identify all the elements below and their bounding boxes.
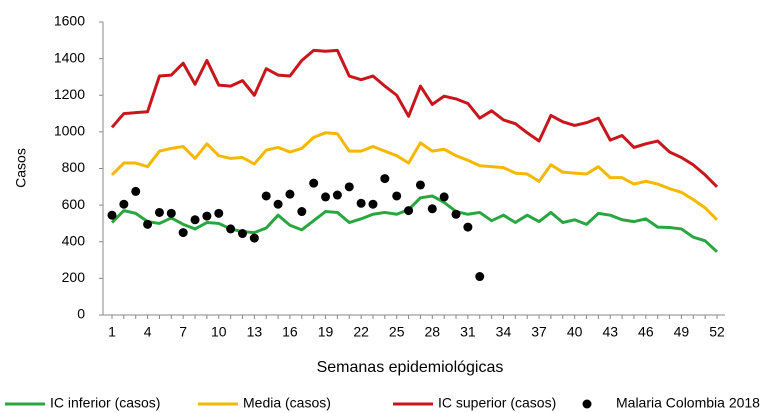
scatter-point [332,190,342,200]
scatter-point [297,207,307,217]
scatter-point [415,180,425,190]
y-tick-label: 1000 [54,123,85,139]
scatter-point [107,210,117,220]
x-tick-label: 22 [353,324,369,340]
scatter-point [285,189,295,199]
x-tick-label: 46 [638,324,654,340]
scatter-point [427,204,437,214]
scatter-point [475,272,485,282]
scatter-point [226,224,236,234]
scatter-point [237,229,247,239]
y-tick-label: 600 [62,196,86,212]
scatter-point [321,192,331,202]
y-tick-label: 800 [62,159,86,175]
scatter-point [261,191,271,201]
y-tick-label: 1400 [54,49,85,65]
x-tick-label: 28 [425,324,441,340]
scatter-point [273,199,283,209]
scatter-point [190,215,200,225]
legend-label: IC inferior (casos) [50,395,160,411]
series-line [110,48,719,188]
x-tick-label: 52 [709,324,725,340]
y-tick-label: 1600 [54,13,85,29]
x-tick-label: 25 [389,324,405,340]
scatter-point [368,199,378,209]
scatter-point [166,208,176,218]
scatter-point [202,211,212,221]
y-axis-title: Casos [13,148,29,188]
x-tick-label: 13 [247,324,263,340]
x-tick-label: 40 [567,324,583,340]
y-tick-label: 1200 [54,86,85,102]
scatter-point [451,209,461,219]
y-tick-label: 200 [62,269,86,285]
scatter-point [439,192,449,202]
x-tick-label: 7 [179,324,187,340]
series-line [110,131,719,221]
scatter-point [380,174,390,184]
scatter-point [178,228,188,238]
series-line [110,194,719,253]
legend-marker [582,399,592,409]
x-tick-label: 16 [282,324,298,340]
scatter-point [143,219,153,229]
y-tick-label: 400 [62,232,86,248]
x-tick-label: 19 [318,324,334,340]
x-tick-label: 43 [602,324,618,340]
scatter-point [249,233,259,243]
x-tick-label: 34 [496,324,512,340]
x-tick-label: 10 [211,324,227,340]
scatter-point [344,182,354,192]
legend-label: Malaria Colombia 2018 [616,395,760,411]
scatter-point [356,198,366,208]
scatter-point [463,222,473,232]
scatter-point [392,191,402,201]
x-tick-label: 4 [144,324,152,340]
x-tick-label: 37 [531,324,547,340]
x-tick-label: 1 [108,324,116,340]
scatter-point [214,208,224,218]
scatter-point [154,207,164,217]
legend-label: IC superior (casos) [438,395,556,411]
x-tick-label: 31 [460,324,476,340]
scatter-point [119,199,129,209]
x-axis-title: Semanas epidemiológicas [317,359,504,376]
scatter-point [309,178,319,188]
y-tick-label: 0 [77,306,85,322]
scatter-point [404,206,414,216]
scatter-point [131,186,141,196]
x-tick-label: 49 [674,324,690,340]
legend-label: Media (casos) [243,395,331,411]
